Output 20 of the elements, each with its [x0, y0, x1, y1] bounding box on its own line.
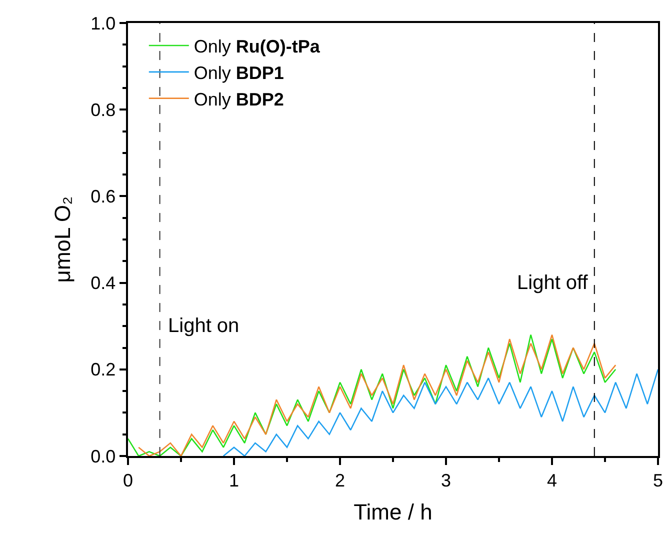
y-tick-label: 0.6: [90, 186, 116, 206]
x-tick-label: 0: [122, 470, 134, 490]
legend-label: Only Ru(O)-tPa: [194, 36, 321, 57]
line-series: [222, 368, 658, 456]
y-tick-label: 1.0: [90, 13, 116, 34]
x-tick-label: 3: [440, 470, 452, 490]
y-axis-title: μmoL O₂: [50, 196, 75, 283]
y-tick-label: 0.8: [90, 100, 116, 120]
y-tick-label: 0.2: [90, 360, 116, 380]
x-tick-label: 1: [228, 470, 240, 490]
ref-line-label: Light off: [517, 272, 588, 294]
x-tick-label: 2: [334, 470, 346, 490]
x-tick-label: 4: [546, 470, 558, 490]
y-tick-label: 0.0: [90, 446, 116, 466]
y-tick-label: 0.4: [90, 273, 116, 294]
legend-label: Only BDP2: [194, 89, 284, 110]
x-axis-title: Time / h: [354, 500, 432, 525]
legend-label: Only BDP1: [194, 62, 284, 83]
ref-line-label: Light on: [168, 315, 240, 337]
x-tick-label: 5: [652, 470, 664, 490]
